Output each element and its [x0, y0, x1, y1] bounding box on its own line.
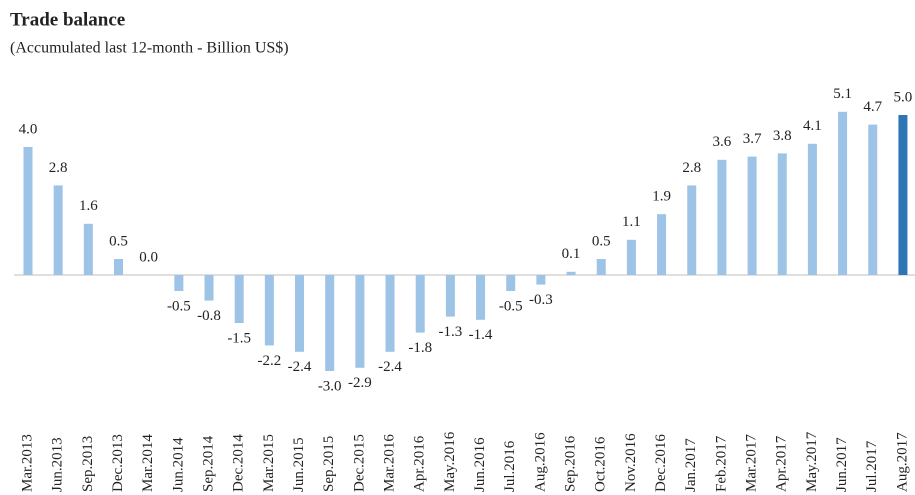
x-tick-label: Apr.2016: [412, 435, 428, 492]
value-label: -1.4: [469, 327, 493, 343]
bar: [83, 223, 93, 275]
bar: [747, 156, 757, 275]
x-tick-label: Apr.2017: [774, 435, 790, 492]
bar: [506, 275, 516, 291]
bar: [325, 275, 335, 371]
bar: [445, 275, 455, 317]
bar: [114, 259, 124, 275]
value-label: -1.5: [227, 330, 251, 346]
x-tick-label: Jun.2015: [291, 437, 307, 492]
x-tick-label: Dec.2013: [110, 434, 126, 492]
chart-title: Trade balance: [10, 9, 125, 30]
x-tick-label: Aug.2017: [894, 432, 910, 492]
bar: [807, 143, 817, 275]
bar: [566, 271, 576, 275]
bar: [204, 275, 214, 301]
chart-subtitle: (Accumulated last 12-month - Billion US$…: [10, 40, 289, 57]
x-tick-label: Sep.2015: [321, 436, 337, 492]
bar: [234, 275, 244, 323]
x-tick-label: Mar.2015: [261, 434, 277, 492]
x-tick-label: Oct.2016: [593, 436, 609, 492]
value-label: 3.7: [743, 131, 762, 147]
value-label: -0.8: [197, 308, 221, 324]
x-tick-label: Dec.2014: [231, 434, 247, 492]
x-tick-label: Mar.2016: [381, 434, 397, 492]
x-tick-label: Dec.2015: [351, 434, 367, 492]
value-label: 1.6: [79, 198, 98, 214]
value-label: 4.0: [19, 121, 38, 137]
x-tick-label: Jun.2016: [472, 437, 488, 492]
value-label: -1.3: [439, 324, 463, 340]
x-tick-label: Mar.2014: [140, 434, 156, 492]
value-label: 1.9: [652, 189, 671, 205]
value-label: 1.1: [622, 214, 641, 230]
value-label: -0.5: [499, 298, 523, 314]
bar: [476, 275, 486, 320]
x-tick-label: Feb.2017: [713, 435, 729, 492]
bar: [626, 239, 636, 275]
bar: [53, 185, 63, 275]
value-label: -2.2: [257, 353, 281, 369]
bar: [385, 275, 395, 352]
bar: [174, 275, 184, 291]
x-tick-label: Jun.2017: [834, 437, 850, 492]
value-label: 0.5: [109, 233, 128, 249]
value-label: -2.4: [378, 359, 402, 375]
bar: [596, 259, 606, 275]
value-label: 3.6: [713, 134, 732, 150]
bar: [264, 275, 274, 346]
bar: [23, 147, 33, 275]
bar: [717, 159, 727, 275]
value-label: 3.8: [773, 128, 792, 144]
bar: [777, 153, 787, 275]
value-label: -0.5: [167, 298, 191, 314]
x-tick-label: Dec.2016: [653, 434, 669, 492]
bar: [415, 275, 425, 333]
bar: [868, 124, 878, 275]
x-tick-label: Mar.2013: [19, 434, 35, 492]
bar: [295, 275, 305, 352]
bar: [657, 214, 667, 275]
bar: [838, 111, 848, 275]
value-label: 0.5: [592, 233, 611, 249]
x-tick-label: Jan.2017: [683, 438, 699, 492]
value-label: 4.7: [863, 99, 882, 115]
x-tick-label: Sep.2013: [80, 436, 96, 492]
x-tick-label: Jun.2014: [170, 437, 186, 492]
bar: [355, 275, 365, 368]
value-label: 2.8: [49, 160, 68, 176]
value-label: -2.4: [288, 359, 312, 375]
value-label: -2.9: [348, 375, 372, 391]
value-label: 2.8: [682, 160, 701, 176]
value-label: -3.0: [318, 378, 342, 394]
value-label: -1.8: [408, 340, 432, 356]
x-tick-label: Sep.2016: [562, 435, 578, 492]
bar: [536, 275, 546, 285]
x-tick-label: May.2016: [442, 431, 458, 492]
bar: [898, 115, 908, 275]
bar: [687, 185, 697, 275]
x-tick-label: May.2017: [804, 431, 820, 492]
value-label: 4.1: [803, 118, 822, 134]
value-label: -0.3: [529, 292, 553, 308]
value-label: 0.0: [139, 249, 158, 265]
value-label: 0.1: [562, 246, 581, 262]
value-label: 5.1: [833, 86, 852, 102]
x-tick-label: Mar.2017: [744, 434, 760, 492]
x-tick-label: Jun.2013: [50, 437, 66, 492]
x-tick-label: Jul.2016: [502, 440, 518, 492]
x-tick-label: Nov.2016: [623, 433, 639, 492]
x-tick-label: Jul.2017: [864, 440, 880, 492]
value-label: 5.0: [894, 89, 913, 105]
x-tick-label: Sep.2014: [200, 435, 216, 492]
x-tick-label: Aug.2016: [532, 432, 548, 492]
